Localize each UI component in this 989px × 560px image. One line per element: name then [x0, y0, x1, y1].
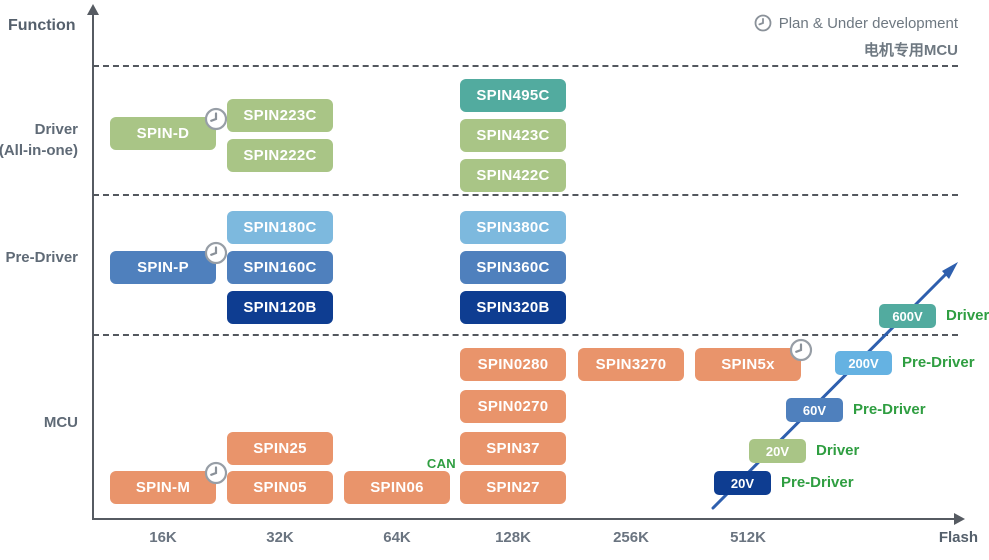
x-tick-256k: 256K — [613, 529, 649, 546]
can-badge: CAN — [426, 456, 456, 471]
product-box-spin222c: SPIN222C — [227, 139, 333, 172]
row-label-pre-driver: Pre-Driver — [5, 247, 78, 268]
product-label: SPIN222C — [243, 147, 317, 164]
product-label: SPIN-M — [135, 479, 191, 496]
row-label-mcu: MCU — [44, 412, 78, 433]
y-axis-title: Function — [8, 17, 76, 34]
product-box-spin380c: SPIN380C — [460, 211, 566, 244]
product-label: SPIN27 — [486, 479, 540, 496]
product-label: SPIN120B — [243, 299, 317, 316]
product-box-spin180c: SPIN180C — [227, 211, 333, 244]
legend-planned-label: Plan & Under development — [778, 14, 958, 32]
voltage-role-label: Pre-Driver — [853, 401, 926, 418]
voltage-pill-20v-driver: 20V — [749, 439, 806, 463]
product-label: SPIN495C — [476, 87, 550, 104]
product-box-spin223c: SPIN223C — [227, 99, 333, 132]
y-axis-arrow-icon — [87, 4, 99, 15]
voltage-pill-200v-pre-driver: 200V — [835, 351, 892, 375]
product-label: SPIN5x — [721, 356, 775, 373]
row-separator-top — [93, 65, 958, 67]
voltage-role-label: Pre-Driver — [781, 474, 854, 491]
row-label-line2: (All-in-one) — [0, 142, 78, 159]
product-label: SPIN3270 — [595, 356, 667, 373]
product-box-spin37: SPIN37 — [460, 432, 566, 465]
x-tick-32k: 32K — [266, 529, 294, 546]
product-box-spin0270: SPIN0270 — [460, 390, 566, 423]
product-label: SPIN37 — [486, 440, 540, 457]
product-label: SPIN0280 — [477, 356, 549, 373]
legend-subtitle: 电机专用MCU — [863, 42, 958, 59]
product-box-spin27: SPIN27 — [460, 471, 566, 504]
product-label: SPIN320B — [476, 299, 550, 316]
x-axis-line — [92, 518, 958, 520]
clock-icon — [204, 461, 228, 485]
product-label: SPIN423C — [476, 127, 550, 144]
product-label: SPIN-D — [136, 125, 190, 142]
x-tick-512k: 512K — [730, 529, 766, 546]
clock-icon — [754, 14, 772, 32]
voltage-pill-20v-pre-driver: 20V — [714, 471, 771, 495]
x-axis-arrow-icon — [954, 513, 965, 525]
product-box-spin0280: SPIN0280 — [460, 348, 566, 381]
voltage-pill-60v-pre-driver: 60V — [786, 398, 843, 422]
y-axis-line — [92, 12, 94, 520]
product-box-spin120b: SPIN120B — [227, 291, 333, 324]
row-label-driver-all-in-one: Driver (All-in-one) — [0, 119, 78, 161]
product-box-spin-p: SPIN-P — [110, 241, 228, 284]
product-box-spin423c: SPIN423C — [460, 119, 566, 152]
product-label: SPIN160C — [243, 259, 317, 276]
product-label: SPIN25 — [253, 440, 307, 457]
product-box-spin-m: SPIN-M — [110, 461, 228, 504]
product-label: SPIN06 — [370, 479, 424, 496]
legend-planned: Plan & Under development — [754, 14, 958, 32]
row-separator-bottom — [93, 334, 958, 336]
clock-icon — [204, 241, 228, 265]
voltage-role-label: Driver — [946, 307, 989, 324]
product-label: SPIN05 — [253, 479, 307, 496]
product-box-spin05: SPIN05 — [227, 471, 333, 504]
product-box-spin25: SPIN25 — [227, 432, 333, 465]
product-box-spin5x: SPIN5x — [695, 338, 813, 381]
row-label-line1: MCU — [43, 414, 78, 431]
x-tick-128k: 128K — [495, 529, 531, 546]
product-label: SPIN422C — [476, 167, 550, 184]
product-label: SPIN223C — [243, 107, 317, 124]
product-label: SPIN180C — [243, 219, 317, 236]
product-box-spin360c: SPIN360C — [460, 251, 566, 284]
product-label: SPIN-P — [137, 259, 189, 276]
row-label-line1: Driver — [34, 121, 78, 138]
product-box-spin-d: SPIN-D — [110, 107, 228, 150]
voltage-pill-600v-driver: 600V — [879, 304, 936, 328]
product-box-spin06: SPIN06 CAN — [344, 456, 456, 504]
x-tick-64k: 64K — [383, 529, 411, 546]
product-box-spin320b: SPIN320B — [460, 291, 566, 324]
row-separator-middle — [93, 194, 958, 196]
voltage-role-label: Driver — [816, 442, 860, 459]
row-label-line1: Pre-Driver — [5, 249, 78, 266]
product-box-spin495c: SPIN495C — [460, 79, 566, 112]
x-axis-title: Flash — [938, 529, 978, 546]
product-label: SPIN360C — [476, 259, 550, 276]
product-box-spin3270: SPIN3270 — [578, 348, 684, 381]
product-box-spin160c: SPIN160C — [227, 251, 333, 284]
product-box-spin422c: SPIN422C — [460, 159, 566, 192]
voltage-role-label: Pre-Driver — [902, 354, 975, 371]
product-label: SPIN0270 — [477, 398, 549, 415]
clock-icon — [789, 338, 813, 362]
x-tick-16k: 16K — [149, 529, 177, 546]
product-label: SPIN380C — [476, 219, 550, 236]
clock-icon — [204, 107, 228, 131]
